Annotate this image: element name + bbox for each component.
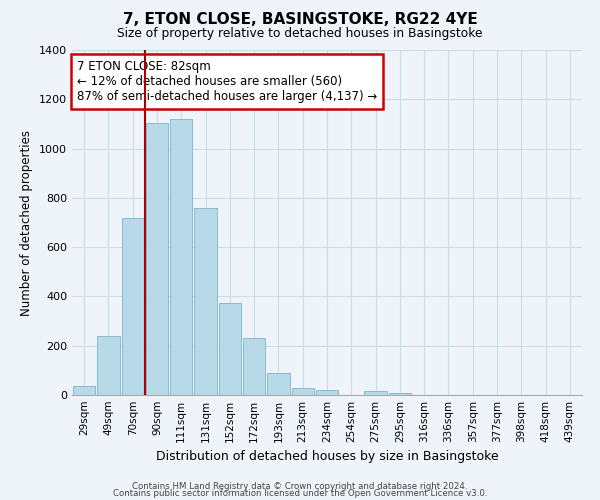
Bar [364,392,387,395]
Bar [267,373,290,395]
Bar [389,392,411,395]
Bar [97,336,119,395]
Bar [146,122,168,395]
Bar [73,386,95,395]
Bar [122,218,144,395]
X-axis label: Distribution of detached houses by size in Basingstoke: Distribution of detached houses by size … [155,450,499,464]
Y-axis label: Number of detached properties: Number of detached properties [20,130,34,316]
Bar [292,388,314,395]
Text: Size of property relative to detached houses in Basingstoke: Size of property relative to detached ho… [117,28,483,40]
Bar [316,390,338,395]
Text: 7, ETON CLOSE, BASINGSTOKE, RG22 4YE: 7, ETON CLOSE, BASINGSTOKE, RG22 4YE [122,12,478,28]
Bar [194,208,217,395]
Bar [243,338,265,395]
Bar [218,302,241,395]
Text: Contains public sector information licensed under the Open Government Licence v3: Contains public sector information licen… [113,490,487,498]
Bar [170,119,193,395]
Text: Contains HM Land Registry data © Crown copyright and database right 2024.: Contains HM Land Registry data © Crown c… [132,482,468,491]
Text: 7 ETON CLOSE: 82sqm
← 12% of detached houses are smaller (560)
87% of semi-detac: 7 ETON CLOSE: 82sqm ← 12% of detached ho… [77,60,377,104]
